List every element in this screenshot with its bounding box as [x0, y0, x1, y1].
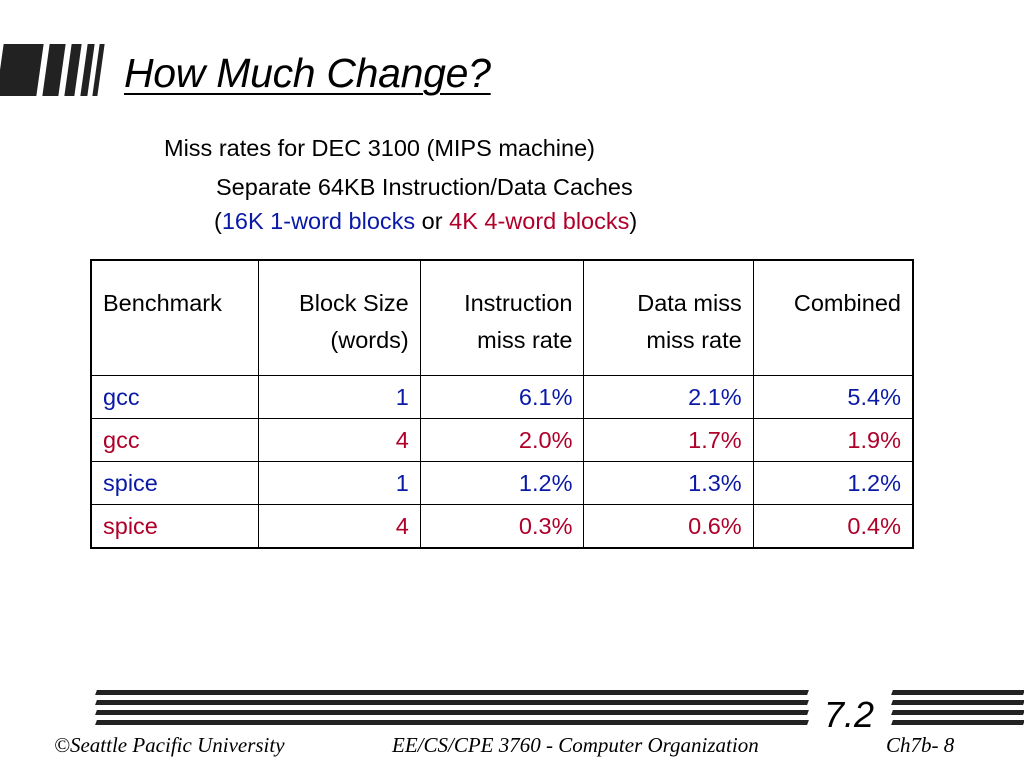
- cell-instruction: 2.0%: [419, 418, 585, 462]
- cell-combined: 0.4%: [752, 504, 914, 549]
- header-data-miss-rate: Data miss miss rate: [583, 259, 754, 376]
- cell-instruction: 6.1%: [419, 375, 585, 419]
- cell-benchmark: gcc: [90, 418, 260, 462]
- cell-combined: 1.2%: [752, 461, 914, 505]
- cell-block-size: 1: [258, 461, 421, 505]
- section-number: 7.2: [824, 694, 875, 735]
- header-block-size: Block Size (words): [258, 259, 421, 376]
- header-benchmark: Benchmark: [90, 259, 260, 376]
- footer-page-number: Ch7b- 8: [886, 733, 955, 757]
- footer-copyright: ©Seattle Pacific University: [54, 733, 285, 757]
- cell-block-size: 1: [258, 375, 421, 419]
- cell-block-size: 4: [258, 418, 421, 462]
- table-header-row: Benchmark Block Size (words) Instruction m…: [90, 259, 914, 376]
- cell-benchmark: spice: [90, 461, 260, 505]
- cell-data: 0.6%: [583, 504, 754, 549]
- option-16k-label: 16K 1-word blocks: [221, 208, 416, 234]
- paren-open: (: [214, 208, 222, 234]
- table-row: gcc 1 6.1% 2.1% 5.4%: [90, 375, 914, 419]
- header-combined: Combined: [752, 259, 914, 376]
- paren-close: ): [629, 208, 638, 234]
- block-options: (16K 1-word blocks or 4K 4-word blocks): [214, 208, 637, 235]
- table-row: spice 1 1.2% 1.3% 1.2%: [90, 461, 914, 505]
- footer-decoration-lines-right: [891, 690, 1024, 726]
- cell-benchmark: gcc: [90, 375, 260, 419]
- cell-data: 1.7%: [583, 418, 754, 462]
- cell-data: 1.3%: [583, 461, 754, 505]
- table-row: spice 4 0.3% 0.6% 0.4%: [90, 504, 914, 549]
- option-or-text: or: [415, 208, 450, 234]
- title-decoration-bars: [0, 44, 110, 96]
- cell-instruction: 1.2%: [419, 461, 585, 505]
- cell-benchmark: spice: [90, 504, 260, 549]
- page-title: How Much Change?: [124, 50, 491, 96]
- table-row: gcc 4 2.0% 1.7% 1.9%: [90, 418, 914, 462]
- footer-decoration-lines: [95, 690, 809, 726]
- cell-data: 2.1%: [583, 375, 754, 419]
- subtitle: Miss rates for DEC 3100 (MIPS machine): [164, 135, 595, 161]
- header-instruction-miss-rate: Instruction miss rate: [419, 259, 585, 376]
- option-4k-label: 4K 4-word blocks: [449, 208, 630, 234]
- footer-course: EE/CS/CPE 3760 - Computer Organization: [392, 733, 759, 757]
- cell-combined: 5.4%: [752, 375, 914, 419]
- cache-description: Separate 64KB Instruction/Data Caches: [216, 174, 633, 200]
- cell-instruction: 0.3%: [419, 504, 585, 549]
- cell-combined: 1.9%: [752, 418, 914, 462]
- cell-block-size: 4: [258, 504, 421, 549]
- miss-rate-table: Benchmark Block Size (words) Instruction m…: [90, 259, 914, 549]
